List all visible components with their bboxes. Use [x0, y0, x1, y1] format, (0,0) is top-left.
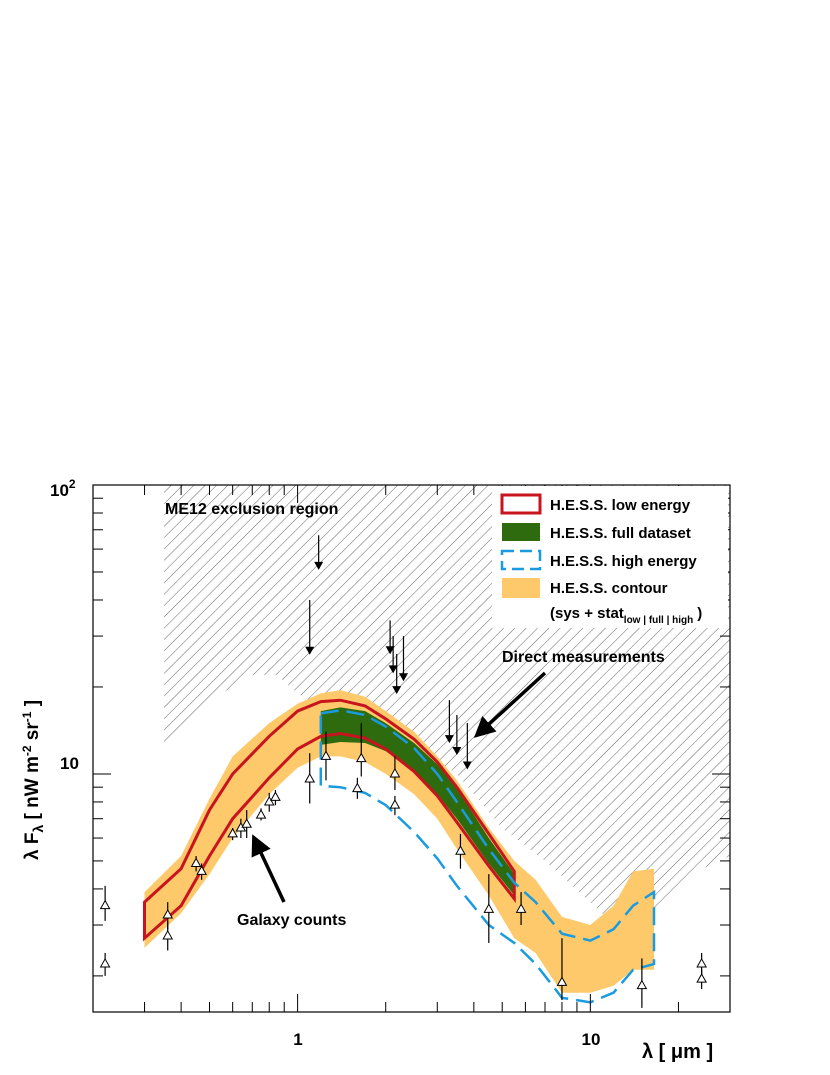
galaxy-count-marker	[515, 903, 527, 913]
upper-limit-marker	[452, 747, 462, 756]
galaxy-count-marker	[190, 857, 202, 867]
x-tick-label-1: 1	[293, 1030, 302, 1049]
x-axis-title: λ [ μm ]	[642, 1041, 713, 1063]
x-tick-label-10: 10	[582, 1030, 601, 1049]
hess-contour-band	[144, 690, 654, 993]
galaxy-count-marker	[304, 773, 316, 783]
y-axis-title-part: -2	[20, 745, 34, 756]
galaxy-count-marker	[556, 976, 568, 986]
legend-label-sys-stat: (sys + statlow | full | high)	[550, 605, 702, 626]
y-tick-100-base: 10	[50, 481, 69, 500]
galaxy-count-marker	[320, 750, 332, 760]
galaxy-counts-label: Galaxy counts	[237, 912, 346, 929]
galaxy-count-marker	[696, 957, 707, 968]
y-tick-label-10: 10	[60, 754, 79, 773]
legend-label-low-energy: H.E.S.S. low energy	[550, 497, 691, 514]
legend-label-contour: H.E.S.S. contour	[550, 580, 668, 597]
galaxy-count-marker	[270, 791, 281, 801]
y-axis-title-part: [ nW m	[22, 756, 43, 825]
galaxy-count-marker	[255, 809, 267, 819]
legend-swatch-full-dataset	[502, 523, 540, 541]
galaxy-count-marker	[636, 979, 648, 990]
legend-swatch-high-energy	[500, 549, 542, 571]
direct-measurement-points	[305, 535, 472, 770]
galaxy-count-marker	[162, 908, 174, 919]
legend-sys-stat-close: )	[697, 605, 702, 622]
y-axis-title-part: λ	[30, 825, 46, 833]
legend-sys-stat-main: (sys + stat	[550, 605, 624, 622]
upper-limit-marker	[392, 686, 402, 695]
galaxy-count-marker	[352, 782, 363, 793]
upper-limit-marker	[388, 665, 398, 674]
galaxy-count-marker	[696, 973, 707, 983]
galaxy-count-marker	[355, 752, 367, 763]
galaxy-count-points	[99, 723, 707, 1008]
galaxy-count-marker	[483, 903, 495, 913]
galaxy-count-marker	[389, 767, 401, 778]
upper-limit-marker	[305, 646, 315, 655]
y-axis-title: λ Fλ [ nW m-2 sr-1 ]	[20, 700, 46, 860]
upper-limit-marker	[444, 735, 454, 744]
galaxy-counts-arrow	[251, 834, 286, 903]
exclusion-region-label: ME12 exclusion region	[165, 501, 338, 518]
galaxy-count-marker	[162, 929, 174, 940]
hess-low-energy-outline	[143, 698, 516, 942]
hess-high-energy-outline	[319, 709, 656, 1004]
legend-sys-stat-sub: low | full | high	[624, 615, 693, 626]
galaxy-count-marker	[227, 827, 239, 838]
y-axis-title-part: ]	[22, 700, 43, 712]
galaxy-count-marker	[196, 865, 207, 875]
plot-frame	[92, 484, 731, 1013]
galaxy-count-marker	[241, 818, 253, 828]
hess-full-dataset-band	[320, 707, 515, 896]
legend-label-full-dataset: H.E.S.S. full dataset	[550, 525, 691, 542]
upper-limit-marker	[462, 761, 472, 770]
direct-measurements-arrow	[473, 671, 547, 738]
direct-measurements-label: Direct measurements	[502, 649, 665, 666]
galaxy-count-marker	[455, 845, 466, 855]
legend-label-high-energy: H.E.S.S. high energy	[550, 553, 697, 570]
legend: H.E.S.S. low energy H.E.S.S. full datase…	[492, 486, 728, 628]
upper-limit-marker	[385, 646, 395, 655]
galaxy-count-marker	[99, 957, 111, 968]
upper-limit-marker	[314, 561, 324, 570]
galaxy-count-marker	[389, 799, 401, 809]
legend-swatch-contour	[502, 578, 540, 598]
y-tick-100-exp: 2	[69, 477, 76, 491]
axis-ticks	[92, 484, 731, 1012]
galaxy-count-marker	[263, 795, 275, 806]
y-tick-label-100: 102	[50, 477, 76, 500]
y-axis-title-part: sr	[22, 722, 43, 746]
y-axis-title-part: λ F	[22, 833, 43, 860]
galaxy-count-marker	[99, 899, 111, 910]
legend-background	[492, 486, 728, 628]
y-axis-title-part: -1	[20, 711, 34, 722]
upper-limit-marker	[398, 673, 408, 682]
legend-swatch-low-energy	[500, 493, 542, 515]
